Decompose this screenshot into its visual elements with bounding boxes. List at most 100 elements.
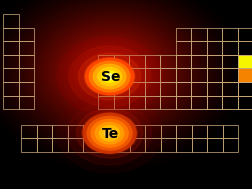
Circle shape	[100, 126, 120, 141]
Bar	[37, 138, 52, 152]
Bar	[68, 138, 83, 152]
Bar	[145, 138, 161, 152]
Bar	[191, 68, 207, 82]
Bar	[113, 82, 129, 96]
Circle shape	[57, 37, 162, 116]
Bar	[191, 41, 207, 55]
Bar	[191, 55, 207, 68]
Bar	[83, 125, 99, 138]
Circle shape	[67, 101, 152, 165]
Circle shape	[86, 59, 134, 94]
Bar	[175, 68, 191, 82]
Bar	[129, 82, 144, 96]
Bar	[207, 41, 222, 55]
Bar	[237, 68, 252, 82]
Bar	[207, 55, 222, 68]
Bar	[238, 68, 252, 82]
Bar	[113, 68, 129, 82]
Text: Te: Te	[102, 127, 119, 141]
Bar	[237, 96, 252, 109]
Circle shape	[106, 74, 113, 79]
Bar	[222, 68, 237, 82]
Bar	[176, 28, 191, 41]
Circle shape	[91, 119, 128, 147]
Bar	[160, 55, 175, 68]
Circle shape	[69, 46, 150, 107]
Bar	[19, 41, 34, 55]
Circle shape	[83, 113, 136, 153]
Bar	[176, 68, 191, 82]
Bar	[3, 68, 19, 82]
Bar	[238, 68, 252, 82]
Bar	[161, 125, 176, 138]
Bar	[3, 28, 19, 41]
Bar	[222, 82, 238, 96]
Bar	[238, 55, 252, 68]
Bar	[222, 41, 238, 55]
Bar	[19, 82, 34, 96]
Bar	[222, 96, 237, 109]
Bar	[238, 96, 252, 109]
Bar	[207, 55, 222, 68]
Bar	[175, 96, 191, 109]
Circle shape	[95, 122, 124, 144]
Bar	[207, 125, 223, 138]
Bar	[191, 82, 207, 96]
Bar	[222, 96, 238, 109]
Bar	[37, 125, 52, 138]
Circle shape	[89, 61, 130, 92]
Bar	[68, 125, 83, 138]
Bar	[3, 55, 19, 68]
Bar	[207, 96, 222, 109]
Bar	[222, 28, 238, 41]
Bar	[191, 55, 206, 68]
Bar	[130, 125, 145, 138]
Bar	[129, 68, 144, 82]
Bar	[145, 125, 161, 138]
Circle shape	[82, 112, 137, 154]
Bar	[192, 125, 207, 138]
Bar	[222, 82, 237, 96]
Bar	[207, 96, 222, 109]
Bar	[19, 96, 34, 109]
Bar	[160, 96, 175, 109]
Bar	[207, 82, 222, 96]
Bar	[176, 41, 191, 55]
Bar	[113, 96, 129, 109]
Bar	[191, 28, 207, 41]
Bar	[207, 82, 222, 96]
Bar	[113, 55, 129, 68]
Bar	[192, 138, 207, 152]
Circle shape	[78, 53, 141, 100]
Bar	[222, 68, 238, 82]
Bar	[176, 55, 191, 68]
Bar	[207, 68, 222, 82]
Bar	[191, 96, 207, 109]
Bar	[99, 125, 114, 138]
Bar	[21, 125, 37, 138]
Bar	[238, 82, 252, 96]
Bar	[3, 14, 19, 28]
Bar	[99, 138, 114, 152]
Bar	[222, 55, 237, 68]
Bar	[83, 138, 99, 152]
Bar	[98, 96, 113, 109]
Bar	[176, 138, 192, 152]
Bar	[176, 82, 191, 96]
Bar	[98, 68, 113, 82]
Bar	[176, 96, 191, 109]
Circle shape	[104, 129, 115, 137]
Bar	[160, 82, 175, 96]
Bar	[237, 82, 252, 96]
Bar	[144, 96, 160, 109]
Bar	[19, 55, 34, 68]
Bar	[52, 125, 68, 138]
Bar	[191, 68, 206, 82]
Bar	[238, 55, 252, 68]
Circle shape	[98, 68, 121, 86]
Bar	[114, 125, 130, 138]
Bar	[3, 96, 19, 109]
Bar	[207, 138, 223, 152]
Bar	[19, 28, 34, 41]
Bar	[223, 125, 238, 138]
